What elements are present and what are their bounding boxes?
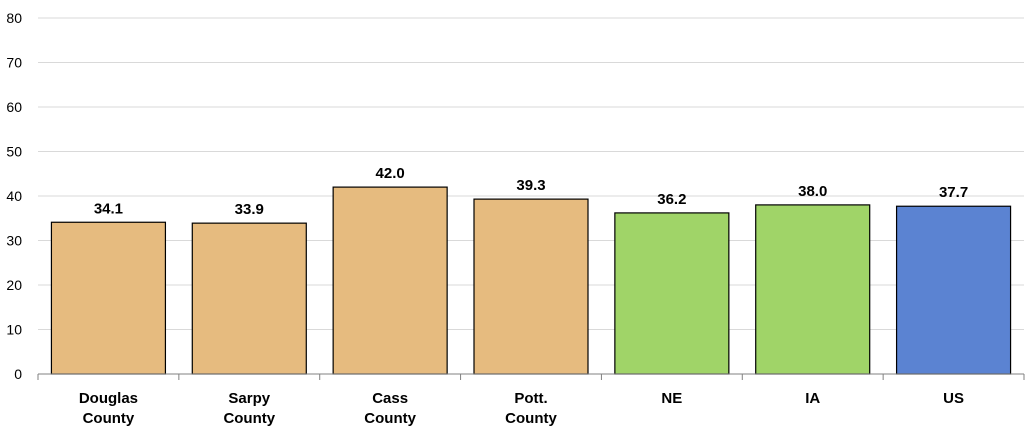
- category-label: Douglas County: [79, 390, 138, 427]
- x-axis: [37, 373, 1025, 380]
- y-tick-label: 0: [14, 366, 22, 382]
- y-tick-label: 30: [6, 233, 22, 249]
- category-label: Pott. County: [505, 390, 557, 427]
- category-label: Cass County: [364, 390, 416, 427]
- y-tick-label: 70: [6, 55, 22, 71]
- data-label: 37.7: [939, 184, 968, 201]
- y-tick-label: 50: [6, 144, 22, 160]
- data-labels: 34.1 33.9 42.0 39.3 36.2 38.0 37.7: [94, 165, 968, 218]
- data-label: 39.3: [516, 177, 545, 194]
- bar: [895, 205, 1012, 375]
- data-label: 36.2: [657, 191, 686, 208]
- y-axis-tick-labels: 0 10 20 30 40 50 60 70 80: [6, 10, 22, 382]
- bar: [332, 186, 448, 375]
- y-tick-label: 20: [6, 277, 22, 293]
- data-label: 34.1: [94, 200, 123, 217]
- category-label: IA: [805, 390, 820, 407]
- y-tick-label: 80: [6, 10, 22, 26]
- bars: [50, 186, 1012, 375]
- bar: [191, 222, 307, 375]
- category-label: US: [943, 390, 964, 407]
- data-label: 33.9: [235, 201, 264, 218]
- category-label: Sarpy County: [223, 390, 275, 427]
- y-tick-label: 60: [6, 99, 22, 115]
- y-tick-label: 40: [6, 188, 22, 204]
- data-label: 42.0: [376, 165, 405, 182]
- bar: [614, 212, 730, 375]
- bar: [50, 221, 167, 375]
- category-label: NE: [661, 390, 682, 407]
- bar: [755, 204, 871, 375]
- category-labels: Douglas County Sarpy County Cass County Pott. C…: [79, 390, 964, 427]
- y-tick-label: 10: [6, 322, 22, 338]
- data-label: 38.0: [798, 183, 827, 200]
- bar: [473, 198, 589, 375]
